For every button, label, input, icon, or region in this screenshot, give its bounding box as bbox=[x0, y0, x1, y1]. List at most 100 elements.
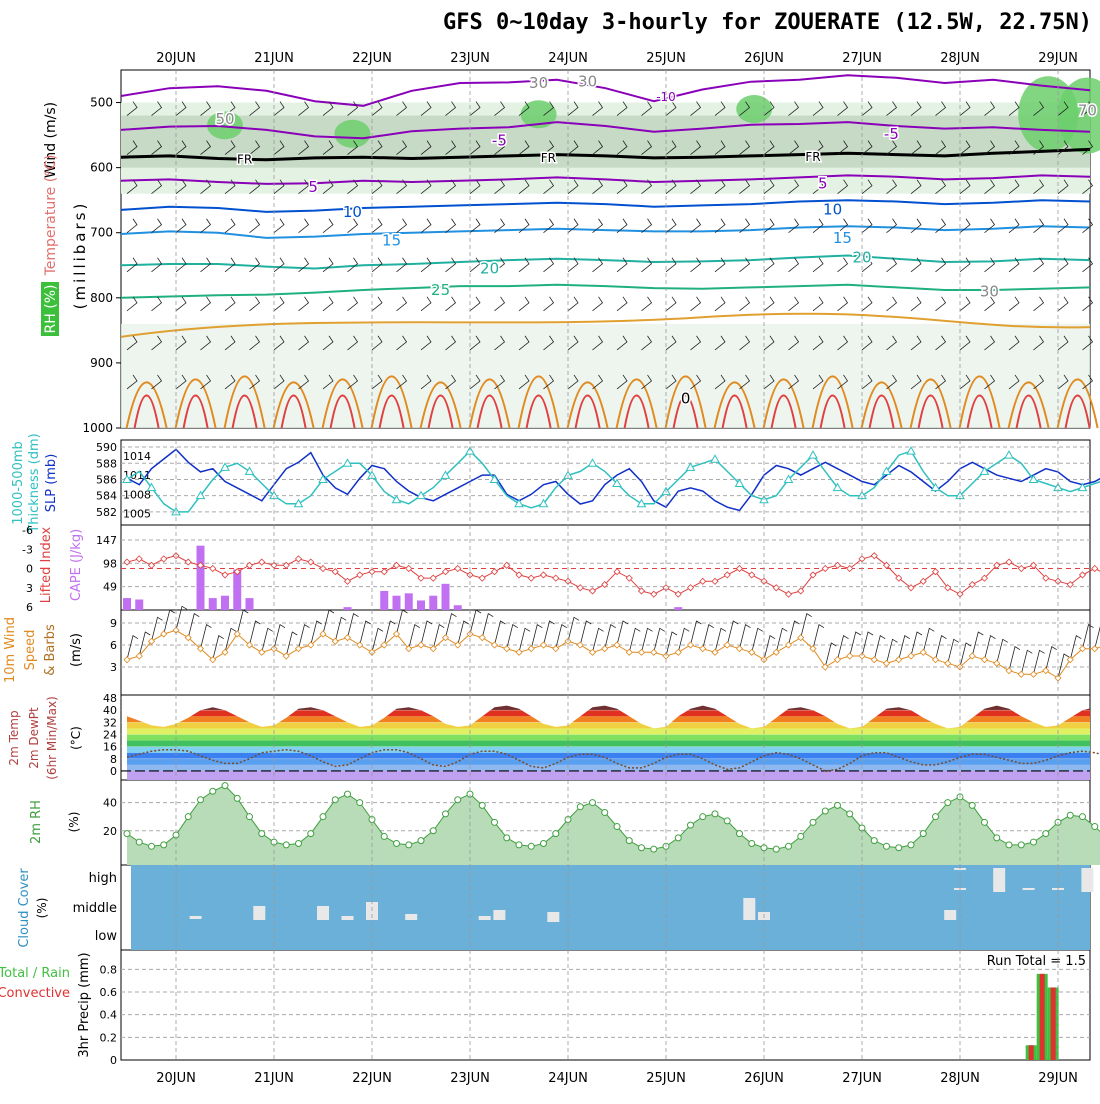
wind-barb bbox=[616, 257, 628, 273]
rh-moist-blob bbox=[520, 100, 557, 129]
wind-barb bbox=[641, 296, 653, 312]
date-label-bottom: 27JUN bbox=[842, 1071, 882, 1086]
wind-barb bbox=[812, 179, 824, 194]
date-label-bottom: 24JUN bbox=[548, 1071, 588, 1086]
wind-barb bbox=[714, 140, 726, 155]
wind-barb bbox=[567, 140, 579, 155]
wind-barb bbox=[518, 140, 530, 155]
wind-barb bbox=[347, 257, 359, 273]
wind-marker bbox=[686, 641, 695, 649]
li-marker bbox=[1017, 564, 1025, 573]
wind-barb bbox=[812, 218, 824, 234]
wind-barb bbox=[396, 101, 408, 116]
wind-barb bbox=[298, 374, 310, 390]
ylabel-slp: SLP (mb) bbox=[44, 454, 59, 513]
thickness-marker bbox=[514, 498, 524, 508]
date-label-top: 28JUN bbox=[940, 51, 980, 66]
ylabel-temp: 2m DewPt bbox=[27, 707, 41, 769]
wind-barb bbox=[371, 374, 383, 390]
wind-barb-10m bbox=[641, 627, 653, 653]
wind-barb bbox=[445, 296, 457, 312]
thickness-marker bbox=[122, 474, 132, 483]
wind-barb-10m bbox=[347, 613, 359, 638]
wind-barb bbox=[322, 296, 334, 312]
wind-barb bbox=[322, 257, 334, 273]
wind-marker bbox=[944, 659, 952, 667]
wind-barb bbox=[249, 140, 261, 155]
date-label-bottom: 22JUN bbox=[352, 1071, 392, 1086]
wind-barb bbox=[371, 257, 383, 273]
isotherm-line bbox=[120, 147, 1091, 162]
wind-barb bbox=[1057, 218, 1069, 234]
wind-barb bbox=[935, 296, 947, 312]
wind-marker bbox=[809, 645, 817, 653]
wind-barb bbox=[788, 335, 800, 351]
li-marker bbox=[1091, 564, 1099, 573]
wind-barb-10m bbox=[567, 616, 580, 642]
wind-barb bbox=[935, 218, 947, 234]
thickness-marker bbox=[440, 470, 451, 479]
li-marker bbox=[490, 568, 499, 576]
wind-barb-10m bbox=[922, 627, 935, 653]
isotherm-30-cell bbox=[664, 375, 707, 429]
thickness-marker bbox=[710, 454, 720, 463]
wind-barb bbox=[665, 257, 677, 273]
wind-marker bbox=[907, 652, 915, 660]
wind-barb bbox=[665, 140, 677, 155]
wind-barb bbox=[886, 335, 898, 351]
wind-barb-10m bbox=[1069, 635, 1082, 660]
wind-barb bbox=[151, 374, 163, 390]
wind-marker bbox=[527, 645, 535, 653]
wind-barb bbox=[151, 296, 163, 312]
wind-barb bbox=[224, 257, 236, 273]
wind-barb bbox=[714, 218, 726, 234]
temp-band bbox=[127, 710, 1090, 717]
wind-barb bbox=[567, 179, 579, 194]
wind-barb bbox=[518, 179, 530, 194]
wind-barb bbox=[616, 218, 628, 234]
isotherm-30-cell bbox=[174, 378, 217, 429]
li-marker bbox=[968, 580, 976, 589]
temp-band bbox=[127, 734, 1090, 741]
rh-marker bbox=[981, 818, 988, 826]
wind-marker bbox=[1017, 670, 1025, 678]
li-marker bbox=[503, 561, 511, 569]
wind-barb bbox=[469, 374, 481, 390]
wind-barb bbox=[200, 335, 212, 351]
wind-marker bbox=[123, 656, 131, 664]
li-marker bbox=[919, 577, 927, 585]
wind-barb-10m bbox=[1094, 626, 1100, 649]
wind-barb bbox=[861, 218, 873, 234]
rh-marker bbox=[527, 842, 535, 850]
wind-barb bbox=[1033, 101, 1045, 116]
wind-barb bbox=[837, 257, 849, 273]
tick-precip: 0.8 bbox=[100, 963, 118, 976]
wind-marker bbox=[356, 641, 364, 649]
wind-barb-10m bbox=[457, 620, 469, 646]
wind-barb bbox=[788, 257, 800, 273]
wind-barb bbox=[347, 296, 359, 312]
wind-barb bbox=[273, 140, 285, 155]
li-marker bbox=[613, 568, 621, 576]
isotherm-30-cell bbox=[468, 378, 511, 429]
isotherm-35-cell bbox=[917, 394, 944, 429]
wind-barb bbox=[739, 296, 751, 312]
isotherm-label: -5 bbox=[492, 131, 507, 149]
cape-bar bbox=[441, 583, 450, 610]
wind-barb bbox=[126, 374, 138, 390]
wind-marker bbox=[576, 641, 584, 649]
wind-barb-10m bbox=[849, 631, 861, 657]
wind-barb bbox=[1082, 140, 1094, 155]
wind-barb-10m bbox=[236, 609, 249, 635]
thickness-marker bbox=[783, 474, 794, 483]
y-tick-label: 1000 bbox=[82, 421, 113, 435]
ylabel-wind-10m: 10m Wind bbox=[3, 617, 18, 683]
thickness-marker bbox=[342, 458, 353, 467]
wind-barb bbox=[763, 140, 775, 155]
wind-barb bbox=[641, 374, 653, 390]
rh-band-low bbox=[121, 323, 1090, 428]
li-marker bbox=[356, 571, 364, 579]
li-marker bbox=[331, 568, 339, 576]
wind-barb bbox=[690, 374, 702, 390]
isotherm-line bbox=[120, 74, 1091, 107]
